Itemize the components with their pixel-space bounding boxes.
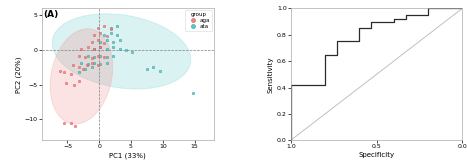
Point (88, 61, 95, 64)
Point (107, 26, 114, 29)
Point (79, 68, 87, 71)
Point (75, 66, 83, 69)
Point (97, 45, 104, 48)
Point (88, 66, 95, 69)
Point (103, 47, 111, 50)
Point (56, 69, 64, 72)
Point (82, 56, 89, 58)
Point (97, 32, 104, 35)
Point (61, 71, 68, 74)
Point (91, 56, 98, 58)
Point (94, 26, 102, 29)
Ellipse shape (50, 29, 113, 124)
Point (91, 47, 98, 50)
Point (97, 63, 104, 65)
Point (91, 47, 98, 50)
Point (84, 63, 92, 65)
Y-axis label: PC2 (20%): PC2 (20%) (15, 56, 22, 93)
Point (97, 46, 104, 49)
Point (88, 57, 95, 60)
Point (75, 71, 83, 74)
Point (113, 33, 121, 36)
Point (100, 56, 108, 58)
Point (107, 32, 114, 35)
Point (69, 64, 76, 67)
Point (82, 68, 89, 71)
Point (109, 40, 117, 43)
Point (116, 47, 123, 50)
X-axis label: Specificity: Specificity (359, 152, 395, 158)
Point (91, 61, 98, 64)
Point (70, 83, 78, 86)
Point (88, 40, 95, 43)
Point (109, 54, 117, 57)
Text: (B): (B) (447, 0, 462, 1)
Ellipse shape (52, 14, 191, 89)
Point (67, 122, 74, 124)
Point (107, 28, 114, 31)
Point (122, 49, 130, 51)
Point (67, 73, 74, 76)
Text: (A): (A) (44, 10, 59, 19)
Point (100, 25, 108, 28)
Point (103, 61, 111, 64)
Legend: aga, ata: aga, ata (185, 10, 212, 31)
Point (149, 66, 157, 69)
Point (84, 46, 92, 49)
Point (78, 61, 85, 64)
Point (78, 47, 85, 50)
Point (83, 64, 90, 67)
Point (128, 51, 136, 53)
Y-axis label: Sensitivity: Sensitivity (268, 56, 274, 93)
Point (103, 35, 111, 37)
Point (84, 54, 92, 57)
Point (100, 42, 108, 44)
Point (75, 54, 83, 57)
Point (143, 68, 150, 71)
Point (97, 54, 104, 57)
Point (156, 69, 163, 72)
Point (94, 39, 102, 42)
Point (97, 40, 104, 43)
Point (63, 82, 70, 85)
Point (71, 125, 79, 128)
Point (190, 92, 197, 94)
Point (61, 122, 68, 124)
Point (103, 39, 111, 42)
Point (116, 39, 123, 42)
Point (109, 46, 117, 49)
Point (94, 54, 102, 57)
Point (113, 25, 121, 28)
Point (100, 33, 108, 36)
Point (103, 56, 111, 58)
Point (94, 64, 102, 67)
Point (91, 33, 98, 36)
Point (75, 80, 83, 83)
X-axis label: PC1 (33%): PC1 (33%) (109, 152, 146, 159)
